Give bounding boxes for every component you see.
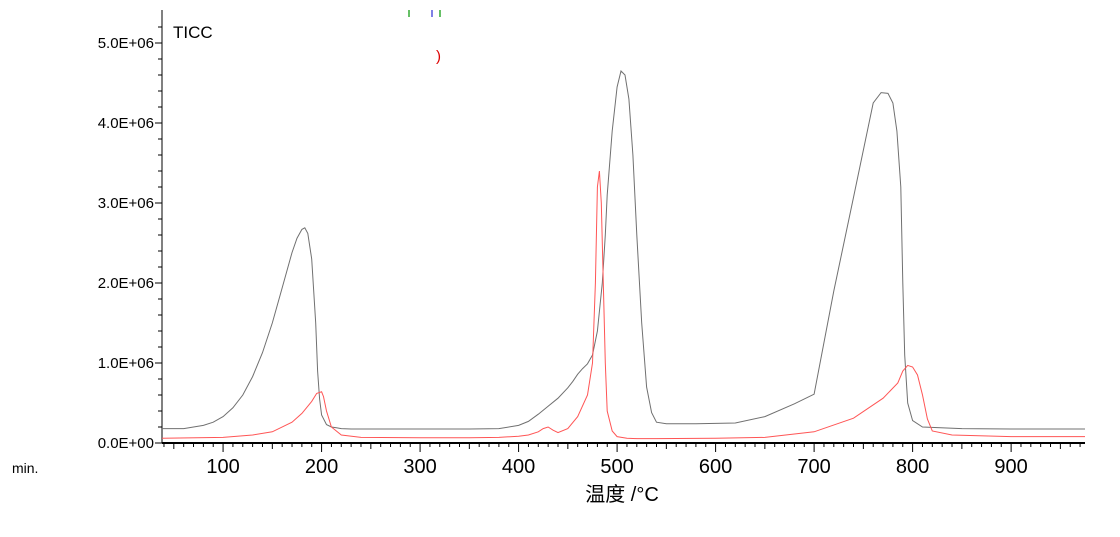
x-tick-label: 800 <box>896 456 929 478</box>
series-layer <box>161 70 1085 440</box>
red-marker-glyph: ) <box>436 48 441 65</box>
series-line-0 <box>162 70 1085 430</box>
chart-title: TICC <box>173 23 213 42</box>
x-tick-label: 900 <box>994 456 1027 478</box>
x-tick-label: 700 <box>797 456 830 478</box>
x-tick-label: 200 <box>305 456 338 478</box>
y-tick-label: 5.0E+06 <box>98 35 154 52</box>
axes-layer: 0.0E+00 1.0E+06 2.0E+06 3.0E+06 4.0E+06 5.0E+… <box>98 10 1085 478</box>
x-tick-label: 100 <box>206 456 239 478</box>
x-axis-label: 温度 /°C <box>585 483 659 506</box>
series-line-1 <box>161 170 1085 440</box>
y-tick-label: 3.0E+06 <box>98 195 154 212</box>
x-tick-label: 500 <box>600 456 633 478</box>
y-tick-label: 2.0E+06 <box>98 275 154 292</box>
text-layer: TICC min. 温度 /°C <box>12 23 659 506</box>
marker-layer: ) <box>408 10 441 65</box>
y-tick-label: 1.0E+06 <box>98 355 154 372</box>
unit-label: min. <box>12 460 38 476</box>
x-tick-label: 400 <box>502 456 535 478</box>
x-tick-label: 600 <box>699 456 732 478</box>
x-tick-label: 300 <box>403 456 436 478</box>
y-tick-label: 0.0E+00 <box>98 435 154 452</box>
y-tick-label: 4.0E+06 <box>98 115 154 132</box>
